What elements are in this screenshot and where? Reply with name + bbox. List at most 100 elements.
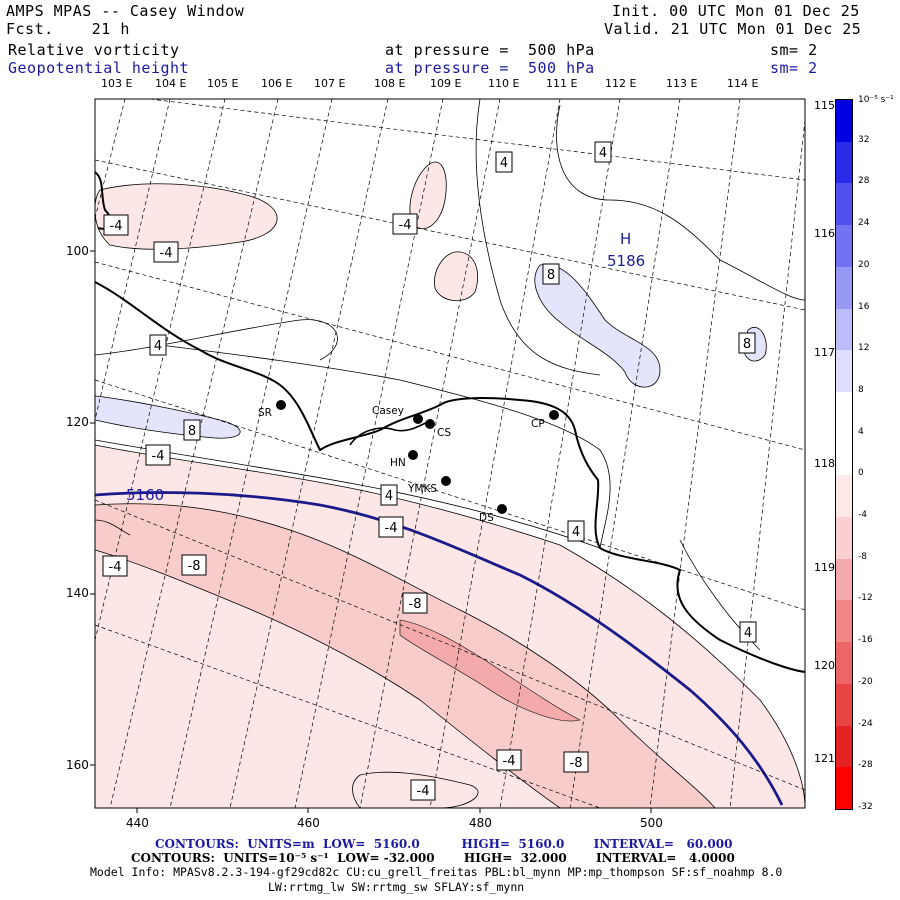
model-info: Model Info: MPASv8.2.3-194-gf29cd82c CU:… xyxy=(90,865,783,879)
station-label-hn: HN xyxy=(390,457,406,469)
vorticity-neg12-patch xyxy=(399,619,581,722)
plot-title: AMPS MPAS -- Casey Window xyxy=(6,2,245,20)
forecast-hour: Fcst. 21 h xyxy=(6,20,130,38)
contour-label: 4 xyxy=(500,156,508,171)
colorbar-segment xyxy=(836,642,852,684)
lat-lon-grid xyxy=(95,99,805,808)
contour-label: -4 xyxy=(109,560,122,575)
lon-label: 108 E xyxy=(374,77,406,90)
colorbar-tick-label: 12 xyxy=(858,343,870,354)
station-marker-casey[interactable] xyxy=(413,414,423,424)
contours-vorticity-info: CONTOURS: UNITS=10⁻⁵ s⁻¹ LOW= -32.000 HI… xyxy=(131,851,735,865)
colorbar-tick-label: 32 xyxy=(858,134,870,145)
x-axis-label: 460 xyxy=(297,816,320,830)
station-label-cs: CS xyxy=(437,427,451,439)
station-marker-hn[interactable] xyxy=(408,450,418,460)
lon-label: 104 E xyxy=(155,77,187,90)
colorbar-tick-label: -20 xyxy=(858,676,873,687)
station-marker-cp[interactable] xyxy=(549,410,559,420)
field1-smoothing: sm= 2 xyxy=(770,41,818,59)
colorbar-segment xyxy=(836,475,852,518)
y-axis-label: 120 xyxy=(66,415,89,429)
colorbar-tick-label: 24 xyxy=(858,218,870,229)
lon-label: 113 E xyxy=(666,77,698,90)
lon-label: 111 E xyxy=(546,77,578,90)
station-labels: SR Casey CS CP HN YMKS DS xyxy=(258,405,545,524)
vorticity-neg-lobe-c xyxy=(434,251,479,301)
field2-name: Geopotential height xyxy=(8,59,190,77)
vorticity-neg-lobe-n xyxy=(409,161,447,230)
colorbar-segment xyxy=(836,767,852,809)
colorbar-segment xyxy=(836,350,852,392)
x-axis-label: 500 xyxy=(640,816,663,830)
colorbar-segment xyxy=(836,225,852,267)
stations xyxy=(276,400,559,514)
init-time: Init. 00 UTC Mon 01 Dec 25 xyxy=(612,2,860,20)
contour-label: 4 xyxy=(385,489,393,504)
valid-time: Valid. 21 UTC Mon 01 Dec 25 xyxy=(604,20,862,38)
contour-label: 8 xyxy=(188,424,196,439)
x-axis-label: 440 xyxy=(126,816,149,830)
lon-label: 110 E xyxy=(488,77,520,90)
colorbar-tick-label: 16 xyxy=(858,301,870,312)
lon-label: 105 E xyxy=(207,77,239,90)
y-axis-label: 100 xyxy=(66,244,89,258)
vorticity-neg8-band xyxy=(95,503,716,808)
vorticity-pos8-west xyxy=(95,395,241,439)
colorbar-tick-label: -16 xyxy=(858,635,873,646)
field2-pressure: at pressure = 500 hPa xyxy=(385,59,595,77)
colorbar-tick-label: 4 xyxy=(858,426,864,437)
colorbar-segment xyxy=(836,308,852,351)
station-label-cp: CP xyxy=(531,418,545,430)
lon-label: 112 E xyxy=(605,77,637,90)
colorbar-segment xyxy=(836,558,852,601)
contour-label: -8 xyxy=(188,559,201,574)
colorbar xyxy=(835,99,853,810)
colorbar-tick-label: 28 xyxy=(858,176,870,187)
station-marker-ymks[interactable] xyxy=(441,476,451,486)
colorbar-tick-label: 8 xyxy=(858,384,864,395)
height-contour-5160 xyxy=(95,491,784,806)
colorbar-tick-label: -32 xyxy=(858,802,873,812)
lon-label: 114 E xyxy=(727,77,759,90)
y-axis-label: 160 xyxy=(66,758,89,772)
station-label-ds: DS xyxy=(479,512,494,524)
contour-label: -4 xyxy=(152,449,165,464)
model-info-radiation: LW:rrtmg_lw SW:rrtmg_sw SFLAY:sf_mynn xyxy=(268,880,525,894)
contour-label: 4 xyxy=(599,146,607,161)
field1-pressure: at pressure = 500 hPa xyxy=(385,41,595,59)
colorbar-tick-label: -24 xyxy=(858,718,873,729)
contour-label: -4 xyxy=(417,784,430,799)
contours-height-info: CONTOURS: UNITS=m LOW= 5160.0 HIGH= 5160… xyxy=(155,837,733,851)
high-pressure-value: 5186 xyxy=(607,252,645,270)
contour-label: 4 xyxy=(572,525,580,540)
colorbar-segment xyxy=(836,100,852,142)
colorbar-segment xyxy=(836,725,852,768)
high-pressure-letter: H xyxy=(620,230,631,248)
station-marker-sr[interactable] xyxy=(276,400,286,410)
station-label-casey: Casey xyxy=(372,405,404,417)
colorbar-tick-label: -28 xyxy=(858,760,873,771)
vorticity-contours xyxy=(95,99,805,651)
contour-label: 8 xyxy=(743,337,751,352)
contour-label: 8 xyxy=(547,268,555,283)
y-axis-label: 140 xyxy=(66,586,89,600)
contour-label: -4 xyxy=(385,521,398,536)
station-marker-cs[interactable] xyxy=(425,419,435,429)
field2-smoothing: sm= 2 xyxy=(770,59,818,77)
height-contour-label: 5160 xyxy=(126,486,164,504)
map-area xyxy=(95,99,805,808)
colorbar-segment xyxy=(836,433,852,476)
contour-label: -4 xyxy=(110,219,123,234)
colorbar-segment xyxy=(836,517,852,559)
contour-label: -4 xyxy=(160,246,173,261)
contour-label: -4 xyxy=(503,754,516,769)
colorbar-segment xyxy=(836,183,852,226)
axis-ticks xyxy=(90,250,652,813)
colorbar-tick-label: -4 xyxy=(858,510,867,521)
plot-frame xyxy=(94,98,806,809)
station-marker-ds[interactable] xyxy=(497,504,507,514)
colorbar-segment xyxy=(836,141,852,184)
colorbar-tick-label: -12 xyxy=(858,593,873,604)
